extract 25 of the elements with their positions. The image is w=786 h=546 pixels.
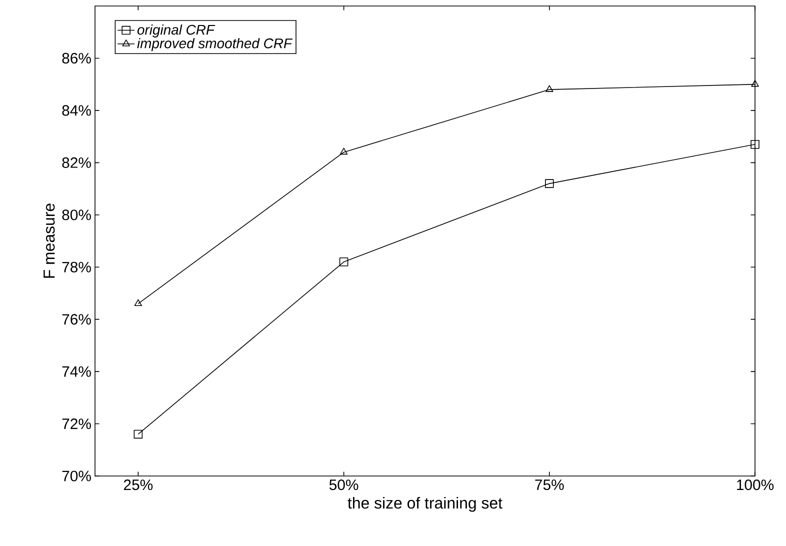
y-tick-label: 70%: [62, 470, 91, 482]
y-tick-label: 78%: [62, 262, 91, 272]
point: [134, 430, 143, 439]
y-tick-label: 80%: [62, 210, 91, 220]
point: [545, 179, 554, 188]
y-tick-label: 76%: [62, 314, 91, 325]
x-tick-label: 25%: [124, 480, 153, 490]
legend-label: original CRF: [137, 24, 216, 38]
x-axis-title: the size of training set: [348, 496, 502, 512]
y-tick-label: 86%: [62, 52, 91, 64]
x-tick-label: 50%: [329, 480, 358, 490]
y-tick-label: 74%: [62, 366, 91, 377]
point: [546, 85, 554, 92]
y-tick-label: 72%: [62, 418, 91, 430]
y-tick-label: 84%: [62, 105, 91, 116]
point: [750, 140, 760, 149]
point: [339, 258, 348, 266]
legend-label: improved smoothed CRF: [137, 38, 293, 52]
x-tick-label: 100%: [737, 480, 774, 490]
point: [751, 80, 759, 87]
point: [340, 148, 348, 155]
x-tick-label: 75%: [535, 480, 564, 490]
point: [134, 299, 142, 306]
y-axis-title: F measure: [44, 204, 55, 278]
y-tick-label: 82%: [62, 157, 91, 168]
